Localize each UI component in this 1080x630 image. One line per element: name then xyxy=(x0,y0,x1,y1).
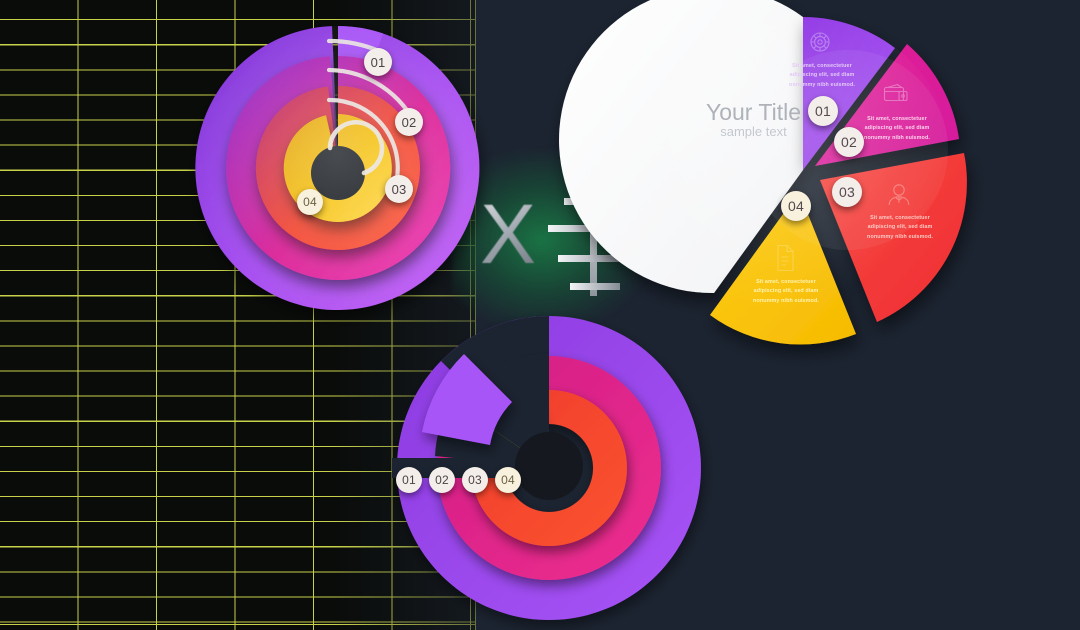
pie-subtitle: sample text xyxy=(720,124,787,139)
radial-left-badge-04[interactable]: 04 xyxy=(297,189,323,215)
radial-left-badge-03[interactable]: 03 xyxy=(385,175,413,203)
wallet-icon xyxy=(883,83,909,105)
gear-icon xyxy=(808,30,832,54)
pie-badge-04[interactable]: 04 xyxy=(781,191,811,221)
axis-tick xyxy=(570,283,620,290)
pie-badge-03[interactable]: 03 xyxy=(832,177,862,207)
radial-ring-chart-bottom: 01 02 03 04 xyxy=(392,306,706,630)
pie-badge-02[interactable]: 02 xyxy=(834,127,864,157)
letter-x-glyph: X xyxy=(479,187,537,281)
floating-purple-wedge xyxy=(422,354,512,445)
radial-left-badge-01[interactable]: 01 xyxy=(364,48,392,76)
radial-bottom-badge-01[interactable]: 01 xyxy=(396,467,422,493)
pie-badge-01[interactable]: 01 xyxy=(808,96,838,126)
pie-title: Your Title xyxy=(705,99,802,125)
radial-ring-chart-left: 01 02 03 04 xyxy=(178,8,498,328)
document-icon xyxy=(774,244,796,272)
radial-bottom-badge-02[interactable]: 02 xyxy=(429,467,455,493)
axis-bar xyxy=(590,178,597,296)
axis-tick xyxy=(548,225,620,232)
radial-bottom-badge-03[interactable]: 03 xyxy=(462,467,488,493)
axis-tick xyxy=(558,255,620,262)
user-icon xyxy=(886,183,912,207)
segmented-pie-infographic: Your Title sample text xyxy=(559,0,1068,345)
radial-left-badge-02[interactable]: 02 xyxy=(395,108,423,136)
center-hole xyxy=(515,432,583,500)
radial-bottom-badge-04[interactable]: 04 xyxy=(495,467,521,493)
